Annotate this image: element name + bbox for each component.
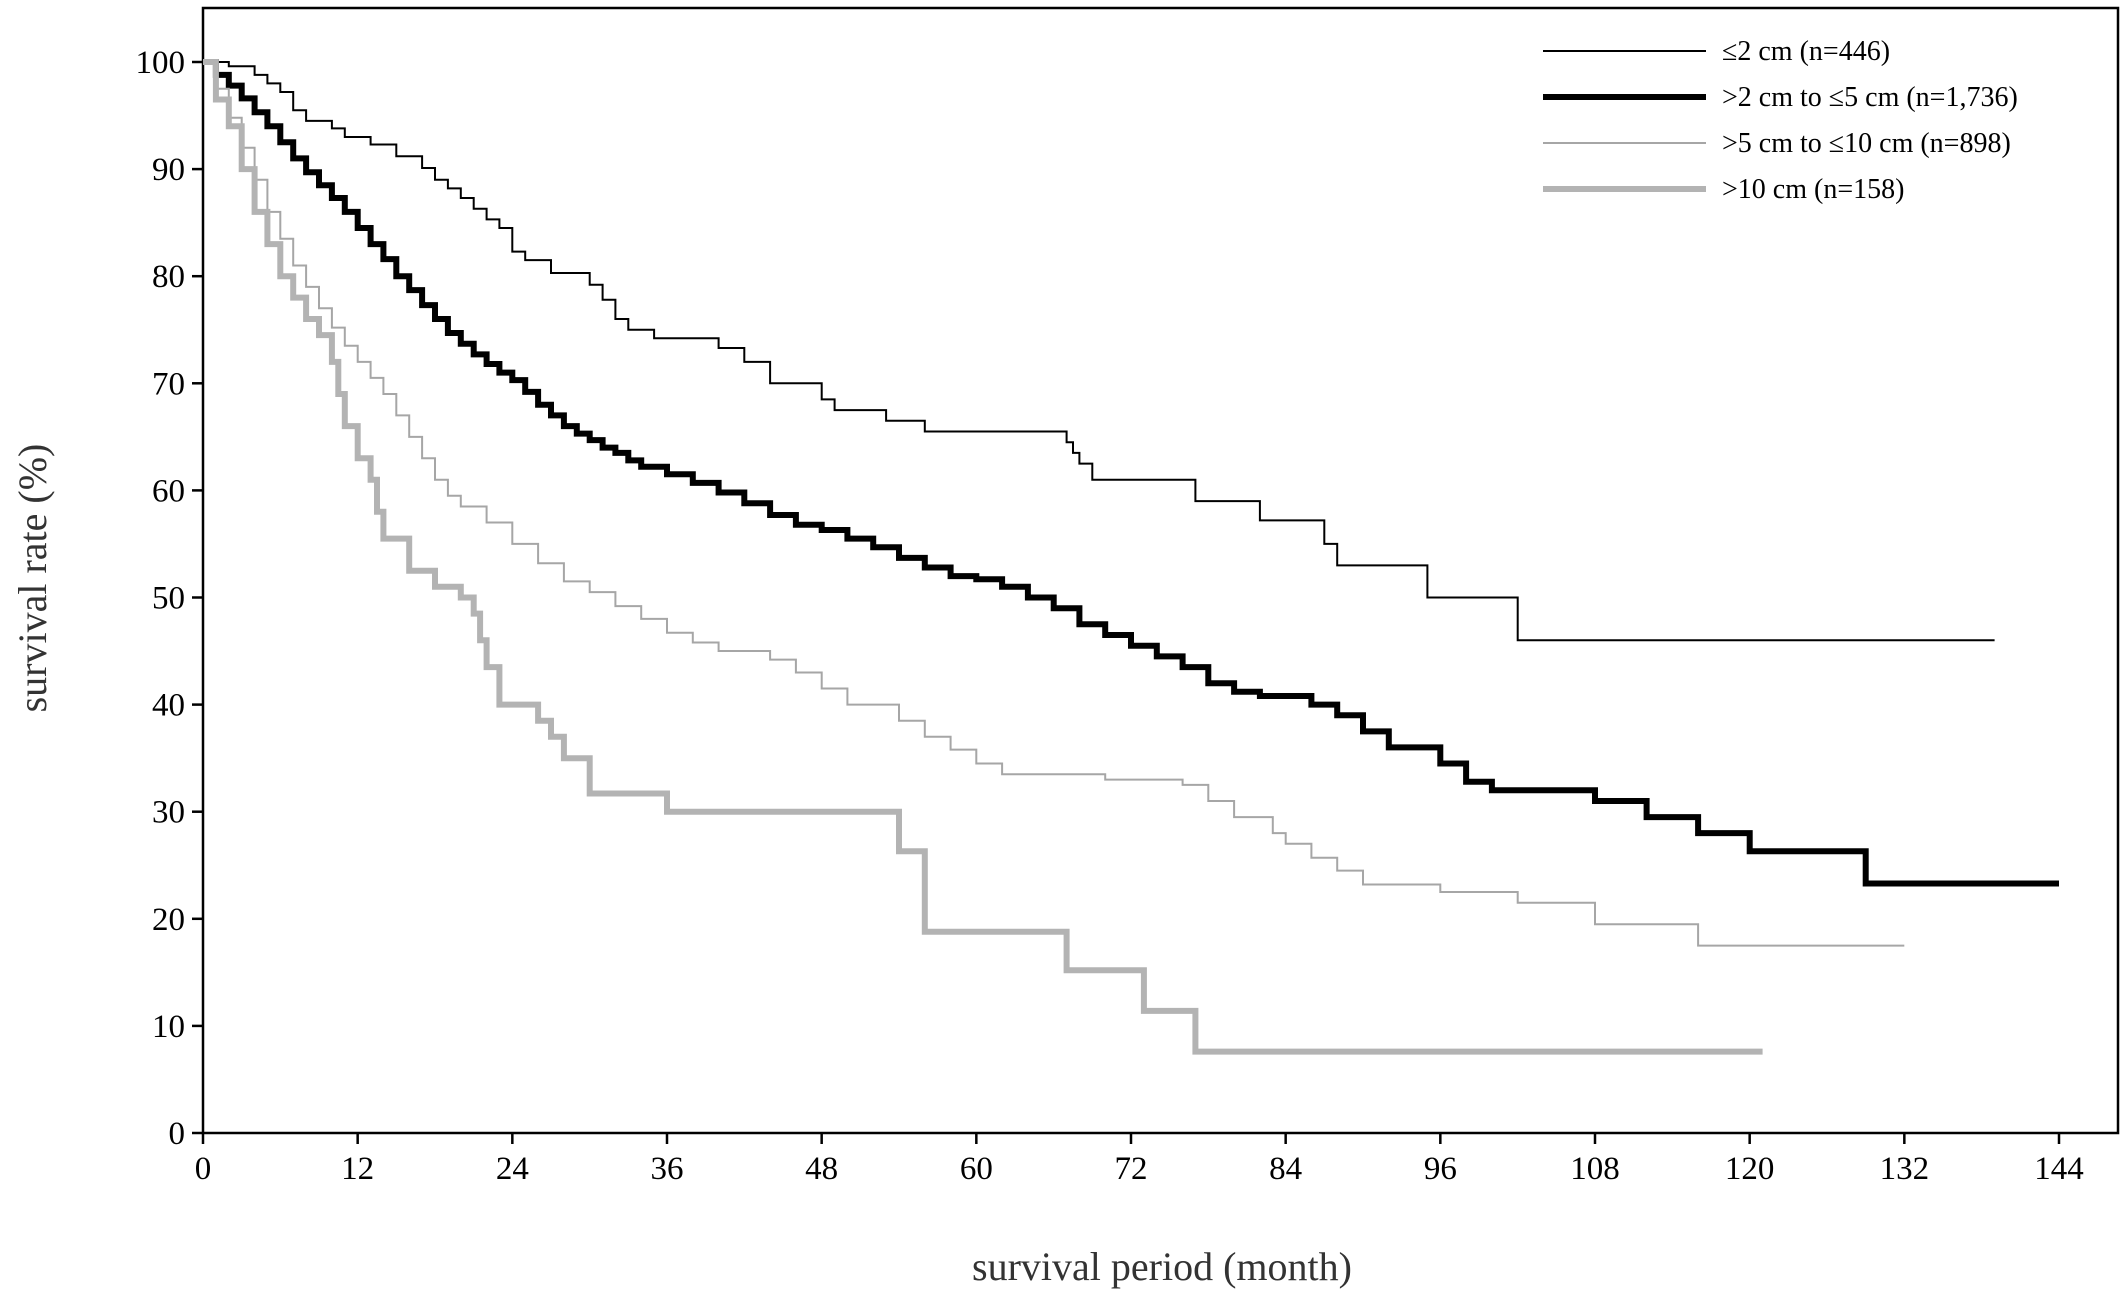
x-tick-label: 12 xyxy=(341,1151,374,1187)
legend-label-1: ≤2 cm (n=446) xyxy=(1722,36,1890,67)
series-line-3 xyxy=(203,61,1905,947)
x-axis-title: survival period (month) xyxy=(972,1244,1352,1289)
x-tick-label: 84 xyxy=(1269,1151,1302,1187)
x-tick-label: 144 xyxy=(2034,1151,2084,1187)
x-tick-label: 108 xyxy=(1570,1151,1620,1187)
y-tick-label: 50 xyxy=(152,581,185,617)
series-line-2 xyxy=(203,59,2059,887)
y-tick-label: 70 xyxy=(152,366,185,402)
y-tick-label: 60 xyxy=(152,473,185,509)
y-tick-label: 10 xyxy=(152,1009,185,1045)
x-tick-label: 48 xyxy=(805,1151,838,1187)
legend: ≤2 cm (n=446) >2 cm to ≤5 cm (n=1,736) >5 … xyxy=(1543,36,2018,205)
x-tick-label: 72 xyxy=(1115,1151,1148,1187)
legend-label-2: >2 cm to ≤5 cm (n=1,736) xyxy=(1722,82,2018,113)
legend-label-4: >10 cm (n=158) xyxy=(1722,174,1904,205)
y-tick-label: 40 xyxy=(152,688,185,724)
series-line-1 xyxy=(203,61,1995,642)
x-tick-label: 0 xyxy=(195,1151,212,1187)
series-line-4 xyxy=(203,59,1763,1055)
plot-frame xyxy=(201,6,2120,1135)
x-tick-label: 60 xyxy=(960,1151,993,1187)
x-tick-label: 96 xyxy=(1424,1151,1457,1187)
x-tick-label: 132 xyxy=(1880,1151,1930,1187)
y-tick-label: 90 xyxy=(152,152,185,188)
y-tick-label: 100 xyxy=(136,45,186,81)
x-tick-label: 24 xyxy=(496,1151,529,1187)
x-tick-label: 36 xyxy=(651,1151,684,1187)
y-tick-label: 80 xyxy=(152,259,185,295)
x-tick-label: 120 xyxy=(1725,1151,1775,1187)
plot-area: 0 12 24 36 48 60 72 84 96 108 120 132 144 0 10 20 30 40 50… xyxy=(136,6,2120,1187)
y-tick-label: 30 xyxy=(152,795,185,831)
legend-label-3: >5 cm to ≤10 cm (n=898) xyxy=(1722,128,2011,159)
y-tick-label: 0 xyxy=(169,1116,186,1152)
y-tick-label: 20 xyxy=(152,902,185,938)
y-axis-title: survival rate (%) xyxy=(10,444,55,713)
